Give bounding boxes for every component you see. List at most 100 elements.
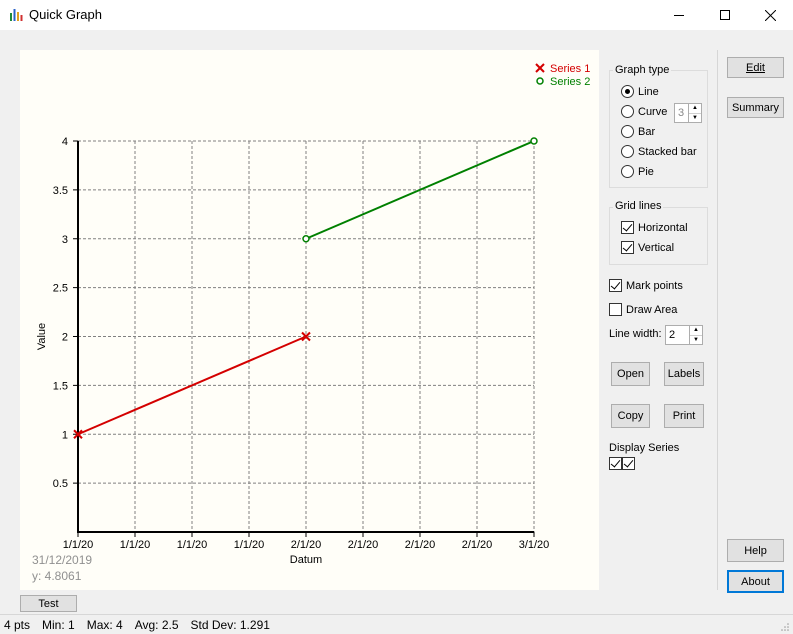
line-chart[interactable]: 0.5 1 1.5 2 2.5 3 3.5 4 1/1/20 1/1/20 1/1/20 1/1/20…	[20, 50, 599, 590]
radio-line[interactable]: Line	[621, 85, 659, 98]
status-point-count: 4 pts	[4, 617, 31, 632]
window-title: Quick Graph	[29, 7, 102, 22]
maximize-icon	[720, 10, 730, 20]
x-tick-label: 1/1/20	[63, 539, 94, 551]
status-max: Max: 4	[86, 617, 123, 632]
y-axis-label: Value	[36, 323, 48, 350]
display-series-2-checkbox[interactable]	[622, 457, 635, 470]
x-axis-label: Datum	[290, 554, 322, 566]
cursor-date-readout: 31/12/2019	[32, 553, 93, 567]
mark-points-checkbox[interactable]: Mark points	[609, 279, 683, 292]
line-width-stepper[interactable]: 2 ▲ ▼	[665, 325, 703, 345]
radio-curve-indicator[interactable]	[621, 105, 634, 118]
summary-button-label: Summary	[731, 101, 780, 114]
draw-area-checkbox[interactable]: Draw Area	[609, 303, 677, 316]
down-arrow-icon[interactable]: ▼	[693, 336, 699, 343]
status-std-dev: Std Dev: 1.291	[190, 617, 270, 632]
vertical-grid-check[interactable]	[621, 241, 634, 254]
y-tick-label: 2.5	[53, 283, 68, 295]
maximize-button[interactable]	[702, 0, 748, 30]
curve-stepper-value[interactable]: 3	[678, 107, 685, 119]
close-icon	[764, 9, 776, 21]
y-tick-label: 3.5	[53, 185, 68, 197]
radio-stacked-bar-label: Stacked bar	[638, 145, 697, 158]
legend-marker-o	[536, 77, 544, 85]
legend-marker-x	[535, 63, 545, 73]
graph-type-title: Graph type	[613, 64, 672, 76]
y-tick-label: 0.5	[53, 478, 68, 490]
series-line-2	[305, 140, 535, 240]
radio-pie-label: Pie	[638, 165, 654, 178]
display-series-label: Display Series	[609, 442, 680, 454]
status-avg: Avg: 2.5	[134, 617, 179, 632]
up-arrow-icon[interactable]: ▲	[690, 326, 702, 336]
radio-pie[interactable]: Pie	[621, 165, 654, 178]
horizontal-grid-check[interactable]	[621, 221, 634, 234]
curve-stepper-arrows[interactable]: ▲ ▼	[688, 104, 701, 122]
series-2-point	[530, 137, 538, 145]
y-tick-label: 4	[62, 136, 68, 148]
minimize-button[interactable]	[656, 0, 702, 30]
mark-points-label: Mark points	[626, 279, 683, 292]
down-arrow-icon[interactable]: ▼	[692, 114, 698, 121]
series-2-point	[302, 235, 310, 243]
x-tick-label: 2/1/20	[462, 539, 493, 551]
horizontal-grid-label: Horizontal	[638, 221, 688, 234]
legend-label-series-1: Series 1	[550, 63, 590, 75]
radio-stacked-bar[interactable]: Stacked bar	[621, 145, 697, 158]
x-tick-label: 2/1/20	[291, 539, 322, 551]
cursor-value-readout: y: 4.8061	[32, 569, 82, 583]
edit-button[interactable]: Edit	[727, 57, 784, 78]
line-width-arrows[interactable]: ▲ ▼	[689, 326, 702, 344]
labels-button[interactable]: Labels	[664, 362, 704, 386]
help-button[interactable]: Help	[727, 539, 784, 562]
test-button[interactable]: Test	[20, 595, 77, 612]
copy-button[interactable]: Copy	[611, 404, 650, 428]
right-button-strip: Edit Summary Help About	[717, 50, 793, 593]
curve-stepper[interactable]: 3 ▲ ▼	[674, 103, 702, 123]
radio-line-indicator[interactable]	[621, 85, 634, 98]
draw-area-check[interactable]	[609, 303, 622, 316]
x-tick-label: 1/1/20	[234, 539, 265, 551]
y-tick-label: 2	[62, 332, 68, 344]
series-1-point	[73, 429, 83, 439]
series-line-1	[77, 335, 307, 436]
x-tick-label: 3/1/20	[519, 539, 550, 551]
close-button[interactable]	[747, 0, 793, 30]
line-width-value[interactable]: 2	[669, 329, 676, 341]
print-button[interactable]: Print	[664, 404, 704, 428]
resize-grip-icon[interactable]	[780, 622, 790, 632]
up-arrow-icon[interactable]: ▲	[689, 104, 701, 114]
mark-points-check[interactable]	[609, 279, 622, 292]
control-panel: Graph type Line Curve 3 ▲ ▼ Bar Stacked b…	[599, 50, 717, 590]
vertical-grid-label: Vertical	[638, 241, 675, 254]
x-tick-label: 1/1/20	[120, 539, 151, 551]
horizontal-grid-checkbox[interactable]: Horizontal	[621, 221, 688, 234]
line-width-label: Line width:	[609, 328, 662, 340]
edit-button-label: Edit	[746, 61, 765, 74]
summary-button[interactable]: Summary	[727, 97, 784, 118]
draw-area-label: Draw Area	[626, 303, 678, 316]
radio-bar-indicator[interactable]	[621, 125, 634, 138]
radio-pie-indicator[interactable]	[621, 165, 634, 178]
status-bar: 4 pts Min: 1 Max: 4 Avg: 2.5 Std Dev: 1.…	[0, 614, 793, 634]
y-tick-label: 1.5	[53, 380, 68, 392]
grid-lines-group	[609, 207, 708, 265]
vertical-grid-checkbox[interactable]: Vertical	[621, 241, 674, 254]
status-min: Min: 1	[42, 617, 75, 632]
radio-curve[interactable]: Curve	[621, 105, 667, 118]
display-series-1-checkbox[interactable]	[609, 457, 622, 470]
radio-bar[interactable]: Bar	[621, 125, 655, 138]
y-tick-label: 3	[62, 234, 68, 246]
plot-area[interactable]: 0.5 1 1.5 2 2.5 3 3.5 4 1/1/20 1/1/20 1/1/20 1/1/20…	[20, 50, 599, 590]
minimize-icon	[674, 15, 684, 16]
app-chart-icon	[10, 9, 23, 21]
title-bar: Quick Graph	[0, 0, 793, 30]
radio-bar-label: Bar	[638, 125, 656, 138]
legend-label-series-2: Series 2	[550, 76, 590, 88]
radio-stacked-bar-indicator[interactable]	[621, 145, 634, 158]
about-button[interactable]: About	[727, 570, 784, 593]
x-tick-label: 1/1/20	[177, 539, 208, 551]
x-tick-label: 2/1/20	[405, 539, 436, 551]
open-button[interactable]: Open	[611, 362, 650, 386]
